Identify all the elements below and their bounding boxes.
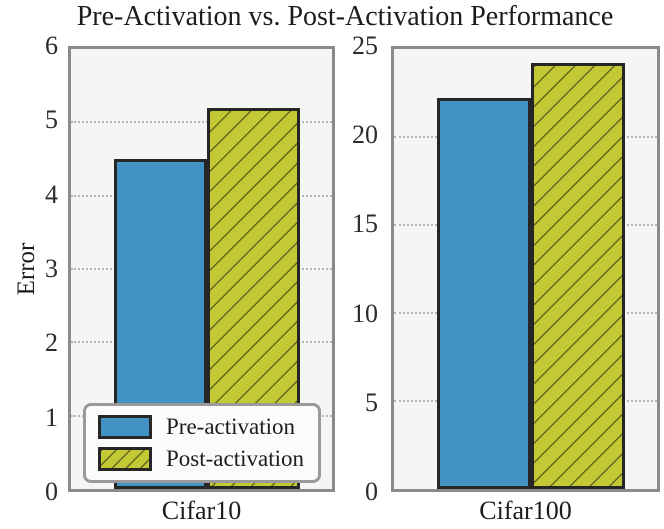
- plot-area-cifar100: [391, 46, 660, 492]
- x-axis-label-cifar100: Cifar100: [479, 496, 572, 525]
- y-tick-label-15: 15: [352, 209, 378, 239]
- y-tick-label-25: 25: [352, 31, 378, 60]
- y-axis-ticks-cifar10: 0 1 2 3 4 5 6: [0, 33, 58, 505]
- chart-title: Pre-Activation vs. Post-Activation Perfo…: [76, 1, 614, 32]
- bar-post-activation-cifar100: [531, 63, 625, 489]
- legend-label-pre-activation: Pre-activation: [166, 414, 296, 439]
- x-axis-label-cifar10: Cifar10: [161, 496, 242, 525]
- gridline-y-5: [71, 121, 332, 124]
- y-tick-label-4: 4: [45, 179, 58, 209]
- plot-area-cifar10: Pre-activation Post-activation: [68, 46, 335, 492]
- y-tick-label-1: 1: [45, 402, 58, 432]
- y-tick-label-0: 0: [365, 477, 378, 506]
- legend-swatch-post-activation: [98, 447, 152, 471]
- legend-entry-post-activation: Post-activation: [98, 446, 304, 472]
- y-tick-label-0: 0: [45, 477, 58, 506]
- legend-entry-pre-activation: Pre-activation: [98, 414, 304, 440]
- legend-label-post-activation: Post-activation: [166, 446, 304, 471]
- legend: Pre-activation Post-activation: [83, 403, 321, 483]
- y-tick-label-3: 3: [45, 254, 58, 283]
- y-tick-label-5: 5: [45, 105, 58, 135]
- legend-swatch-pre-activation: [98, 415, 152, 439]
- y-tick-label-6: 6: [45, 31, 58, 60]
- y-tick-label-10: 10: [352, 298, 378, 328]
- y-tick-label-5: 5: [365, 387, 378, 417]
- y-axis-ticks-cifar100: 0 5 10 15 20 25: [336, 33, 378, 505]
- bar-pre-activation-cifar100: [437, 98, 531, 489]
- y-tick-label-2: 2: [45, 328, 58, 358]
- y-tick-label-20: 20: [352, 120, 378, 150]
